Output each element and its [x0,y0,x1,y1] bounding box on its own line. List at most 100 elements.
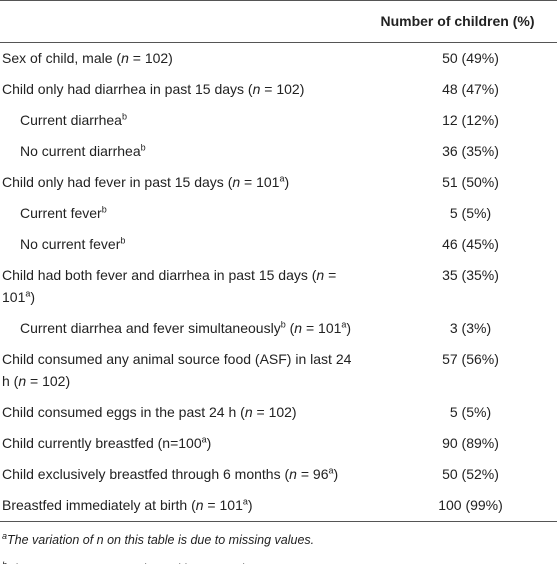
row-label: No current diarrheab [0,136,358,167]
superscript: b [140,142,146,153]
label-text: = 96 [296,466,329,482]
row-label: Current diarrheab [0,105,358,136]
row-value: 50 (49%) [442,50,499,66]
label-text: No current diarrhea [20,143,141,159]
label-text: Current diarrhea and fever simultaneousl… [20,320,281,336]
row-label: Current feverb [0,198,358,229]
label-text: Child consumed any animal source food (A… [2,351,352,389]
label-text: Sex of child, male ( [2,50,122,66]
label-text: = 102) [260,81,305,97]
row-value: 46 (45%) [442,236,499,252]
row-label: Child only had diarrhea in past 15 days … [0,74,358,105]
label-text: Current diarrhea [20,112,122,128]
superscript: b [101,204,107,215]
label-text: Child currently breastfed (n=100 [2,435,202,451]
table-row: Child consumed any animal source food (A… [0,344,557,397]
header-cell: Number of children (%) [358,0,557,43]
row-value: 51 (50%) [442,174,499,190]
table-row: Breastfed immediately at birth (n = 101a… [0,490,557,522]
row-label: Child consumed eggs in the past 24 h (n … [0,397,358,428]
label-text: Child exclusively breastfed through 6 mo… [2,466,290,482]
row-value: 36 (35%) [442,143,499,159]
superscript: a [341,319,347,330]
table-row: No current diarrheab 36 (35%) [0,136,557,167]
superscript: b [280,319,286,330]
table-row: Current diarrhea and fever simultaneousl… [0,313,557,344]
row-value: 90 (89%) [442,435,499,451]
row-label: Breastfed immediately at birth (n = 101a… [0,490,358,522]
label-text: Child only had fever in past 15 days ( [2,174,233,190]
label-italic: n [244,404,253,420]
table-row: Child consumed eggs in the past 24 h (n … [0,397,557,428]
label-text: ) [30,289,36,305]
row-value: 100 (99%) [438,497,503,513]
label-text: ) [346,320,352,336]
label-text: = 101 [240,174,280,190]
label-text: = 101 [302,320,342,336]
footnotes: aThe variation of n on this table is due… [0,522,557,564]
label-text: ) [333,466,339,482]
footnote: bThe symptom was experienced in past 24 … [0,551,557,564]
row-label: Current diarrhea and fever simultaneousl… [0,313,358,344]
superscript: a [279,173,285,184]
label-text: = 102) [26,373,71,389]
row-label: Child currently breastfed (n=100a) [0,428,358,459]
label-text: Child had both fever and diarrhea in pas… [2,267,317,283]
row-label: No current feverb [0,229,358,260]
header-cell [0,0,358,43]
table-row: Child only had diarrhea in past 15 days … [0,74,557,105]
row-value: 12 (12%) [442,112,499,128]
label-italic: n [252,81,261,97]
table-row: Child currently breastfed (n=100a) 90 (89… [0,428,557,459]
row-value: 57 (56%) [442,351,499,367]
header-row: Number of children (%) [0,0,557,43]
label-text: No current fever [20,236,121,252]
superscript: a [328,465,334,476]
row-label: Child consumed any animal source food (A… [0,344,358,397]
row-label: Sex of child, male (n = 102) [0,43,358,75]
table-row: Child had both fever and diarrhea in pas… [0,260,557,313]
superscript: b [121,111,127,122]
table-row: No current feverb 46 (45%) [0,229,557,260]
label-italic: n [289,466,297,482]
label-text: = 102) [252,404,297,420]
label-italic: n [232,174,241,190]
row-label: Child exclusively breastfed through 6 mo… [0,459,358,490]
table-row: Sex of child, male (n = 102) 50 (49%) [0,43,557,75]
superscript: b [120,235,126,246]
label-text: Child only had diarrhea in past 15 days … [2,81,253,97]
label-text: Current fever [20,205,102,221]
label-text: ( [285,320,295,336]
data-table: Number of children (%) Sex of child, mal… [0,0,557,522]
row-value: 3 (3%) [449,320,492,336]
label-italic: n [195,497,204,513]
footnote-text: The symptom was experienced in past 24 h… [7,562,252,564]
footnote: aThe variation of n on this table is due… [0,522,557,551]
label-italic: n [121,50,129,66]
label-italic: n [316,267,325,283]
label-text: Breastfed immediately at birth ( [2,497,196,513]
superscript: a [242,496,248,507]
row-label: Child only had fever in past 15 days (n … [0,167,358,198]
label-text: = 101 [203,497,243,513]
label-text: Child consumed eggs in the past 24 h ( [2,404,245,420]
row-value: 35 (35%) [442,267,499,283]
footnote-text: The variation of n on this table is due … [7,533,315,547]
label-text: ) [206,435,212,451]
label-italic: n [18,373,27,389]
superscript: a [25,288,31,299]
label-text: ) [284,174,290,190]
footnote-mark: b [2,560,7,564]
label-text: = 101 [2,267,337,305]
row-value: 5 (5%) [449,404,492,420]
row-value: 5 (5%) [449,205,492,221]
label-text: ) [247,497,253,513]
footnote-mark: a [2,530,8,541]
table-row: Child exclusively breastfed through 6 mo… [0,459,557,490]
superscript: a [201,434,207,445]
table-row: Current feverb 5 (5%) [0,198,557,229]
table-row: Child only had fever in past 15 days (n … [0,167,557,198]
row-label: Child had both fever and diarrhea in pas… [0,260,358,313]
row-value: 48 (47%) [442,81,499,97]
